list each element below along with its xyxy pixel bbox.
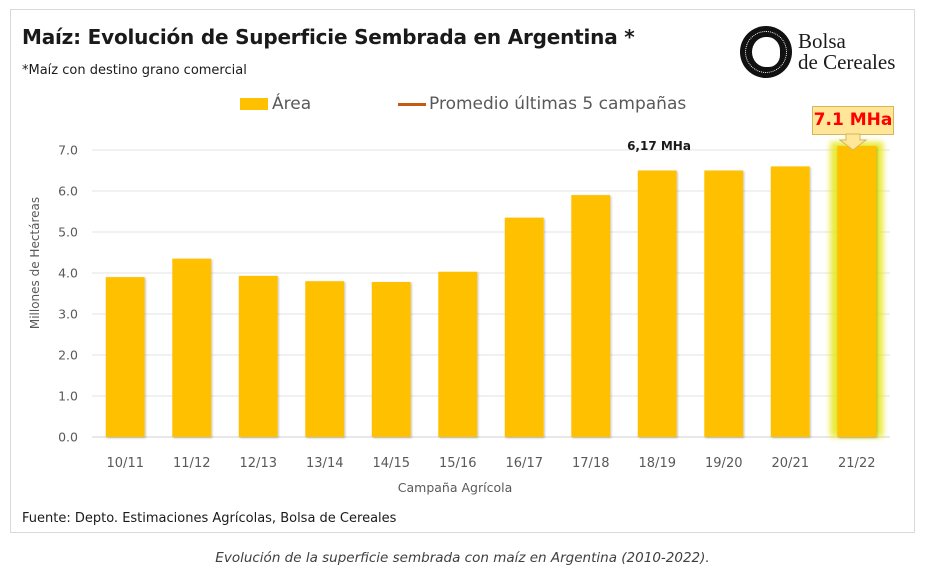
x-tick-label: 20/21 bbox=[772, 456, 809, 471]
chart-frame bbox=[10, 9, 915, 533]
y-tick-label: 0.0 bbox=[58, 430, 78, 445]
bar-15-16 bbox=[438, 271, 478, 437]
logo: Bolsa de Cereales bbox=[740, 26, 895, 78]
average-annotation: 6,17 MHa bbox=[627, 139, 691, 153]
callout-text: 7.1 MHa bbox=[813, 110, 893, 130]
bar-17-18 bbox=[571, 195, 611, 437]
y-tick-label: 2.0 bbox=[58, 348, 78, 363]
x-tick-label: 12/13 bbox=[240, 456, 277, 471]
bar-10-11 bbox=[105, 277, 145, 437]
figure-caption: Evolución de la superficie sembrada con … bbox=[215, 550, 710, 566]
y-axis-label: Millones de Hectáreas bbox=[28, 197, 42, 329]
bar-21-22 bbox=[837, 145, 877, 437]
x-tick-label: 17/18 bbox=[572, 456, 609, 471]
bar-12-13 bbox=[238, 275, 278, 437]
y-tick-label: 3.0 bbox=[58, 307, 78, 322]
y-tick-label: 7.0 bbox=[58, 143, 78, 158]
bar-16-17 bbox=[504, 217, 544, 437]
bar-11-12 bbox=[172, 258, 212, 437]
y-tick-label: 6.0 bbox=[58, 184, 78, 199]
y-tick-label: 1.0 bbox=[58, 389, 78, 404]
x-tick-label: 13/14 bbox=[306, 456, 343, 471]
x-tick-label: 19/20 bbox=[705, 456, 742, 471]
legend-item-area: Área bbox=[240, 94, 311, 114]
x-tick-label: 15/16 bbox=[439, 456, 476, 471]
bar-14-15 bbox=[371, 282, 411, 437]
x-tick-label: 11/12 bbox=[173, 456, 210, 471]
x-axis-label: Campaña Agrícola bbox=[398, 480, 512, 495]
bolsa-de-cereales-seal-icon bbox=[740, 26, 792, 78]
logo-line1: Bolsa bbox=[798, 29, 846, 53]
y-tick-label: 5.0 bbox=[58, 225, 78, 240]
legend-swatch-average bbox=[398, 102, 426, 106]
x-tick-label: 10/11 bbox=[107, 456, 144, 471]
bar-19-20 bbox=[704, 170, 744, 437]
y-tick-label: 4.0 bbox=[58, 266, 78, 281]
logo-line2: de Cereales bbox=[798, 50, 896, 74]
x-tick-label: 21/22 bbox=[838, 456, 875, 471]
x-tick-label: 18/19 bbox=[639, 456, 676, 471]
bar-13-14 bbox=[305, 281, 345, 437]
bar-20-21 bbox=[770, 166, 810, 437]
legend-item-average: Promedio últimas 5 campañas bbox=[398, 94, 686, 114]
x-tick-label: 14/15 bbox=[373, 456, 410, 471]
chart-title: Maíz: Evolución de Superficie Sembrada e… bbox=[22, 25, 635, 49]
legend-label-average: Promedio últimas 5 campañas bbox=[429, 94, 687, 114]
bar-18-19 bbox=[637, 170, 677, 437]
chart-subtitle: *Maíz con destino grano comercial bbox=[22, 63, 247, 78]
callout-21-22: 7.1 MHa bbox=[812, 106, 894, 135]
source-note: Fuente: Depto. Estimaciones Agrícolas, B… bbox=[22, 511, 397, 526]
x-tick-label: 16/17 bbox=[506, 456, 543, 471]
legend-label-area: Área bbox=[272, 94, 312, 114]
legend-swatch-area bbox=[240, 98, 268, 110]
